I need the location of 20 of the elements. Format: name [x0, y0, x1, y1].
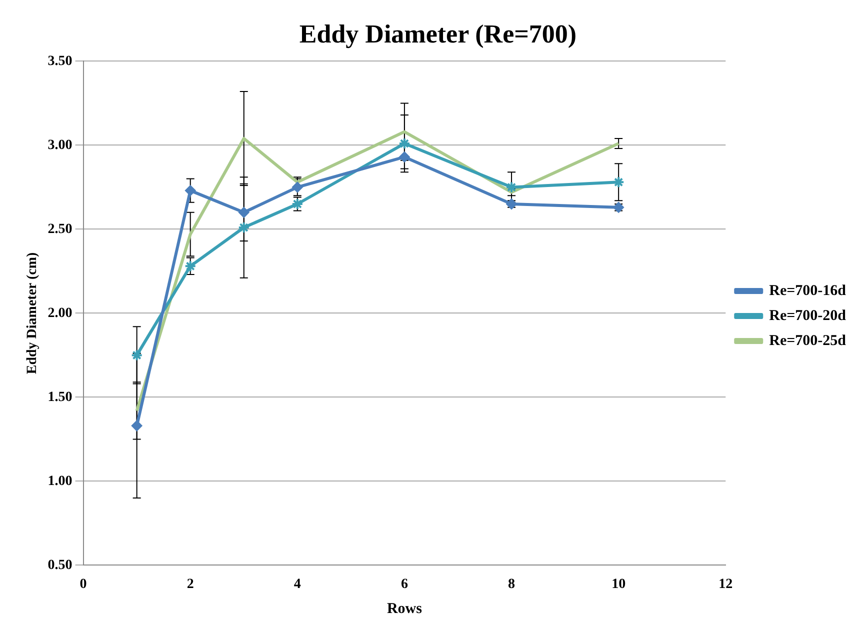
x-tick-label: 12 [718, 577, 733, 592]
x-tick-label: 4 [294, 577, 301, 592]
x-tick-label: 0 [80, 577, 87, 592]
chart-title: Eddy Diameter (Re=700) [299, 19, 577, 48]
x-tick-label: 2 [186, 577, 194, 592]
y-tick-label: 2.00 [48, 306, 72, 321]
y-tick-label: 1.00 [48, 474, 72, 489]
x-axis-title: Rows [386, 600, 422, 617]
x-tick-label: 8 [508, 577, 516, 592]
y-tick-label: 2.50 [48, 222, 72, 237]
legend-label: Re=700-20d [769, 308, 847, 324]
y-tick-label: 0.50 [48, 558, 72, 573]
legend-label: Re=700-25d [769, 332, 847, 349]
y-axis-title: Eddy Diameter (cm) [25, 252, 40, 374]
legend-label: Re=700-16d [769, 282, 847, 299]
y-tick-label: 3.50 [48, 54, 72, 69]
x-tick-label: 10 [612, 577, 626, 592]
y-tick-label: 3.00 [48, 138, 72, 153]
x-tick-label: 6 [400, 577, 408, 592]
y-tick-label: 1.50 [48, 390, 72, 405]
